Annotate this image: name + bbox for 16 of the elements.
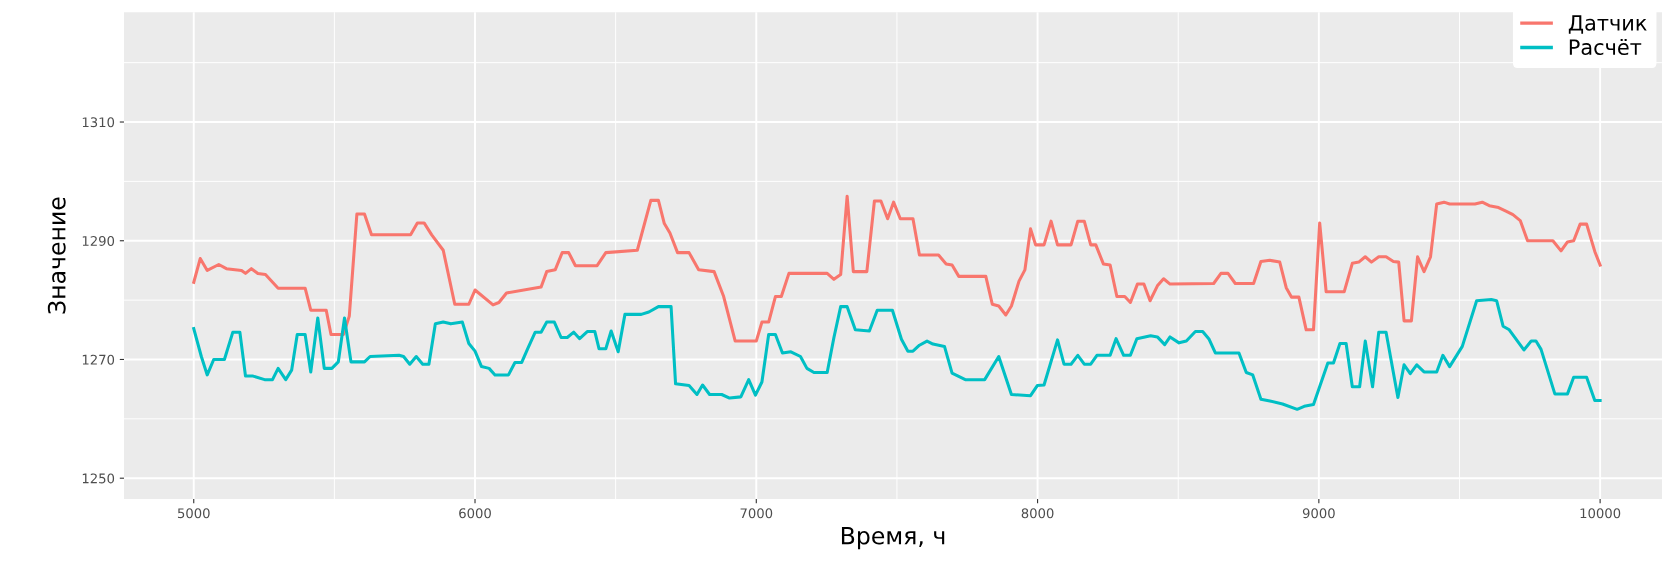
y-tick-label: 1310 xyxy=(82,117,115,128)
x-tick-label: 5000 xyxy=(177,508,210,519)
y-axis-title: Значение xyxy=(47,197,66,314)
x-tick-label: 8000 xyxy=(1021,508,1054,519)
x-axis-title: Время, ч xyxy=(841,527,945,550)
x-tick-label: 10000 xyxy=(1580,508,1621,519)
y-tick-label: 1270 xyxy=(82,354,115,365)
line-series xyxy=(192,297,1602,411)
x-tick-label: 7000 xyxy=(740,508,773,519)
y-tick-label: 1290 xyxy=(82,235,115,246)
x-tick-label: 9000 xyxy=(1302,508,1335,519)
line-series xyxy=(192,194,1602,343)
legend-label: Датчик xyxy=(1568,15,1647,34)
legend-label: Расчёт xyxy=(1569,38,1642,56)
y-tick-label: 1250 xyxy=(82,473,115,484)
x-tick-label: 6000 xyxy=(459,508,491,519)
